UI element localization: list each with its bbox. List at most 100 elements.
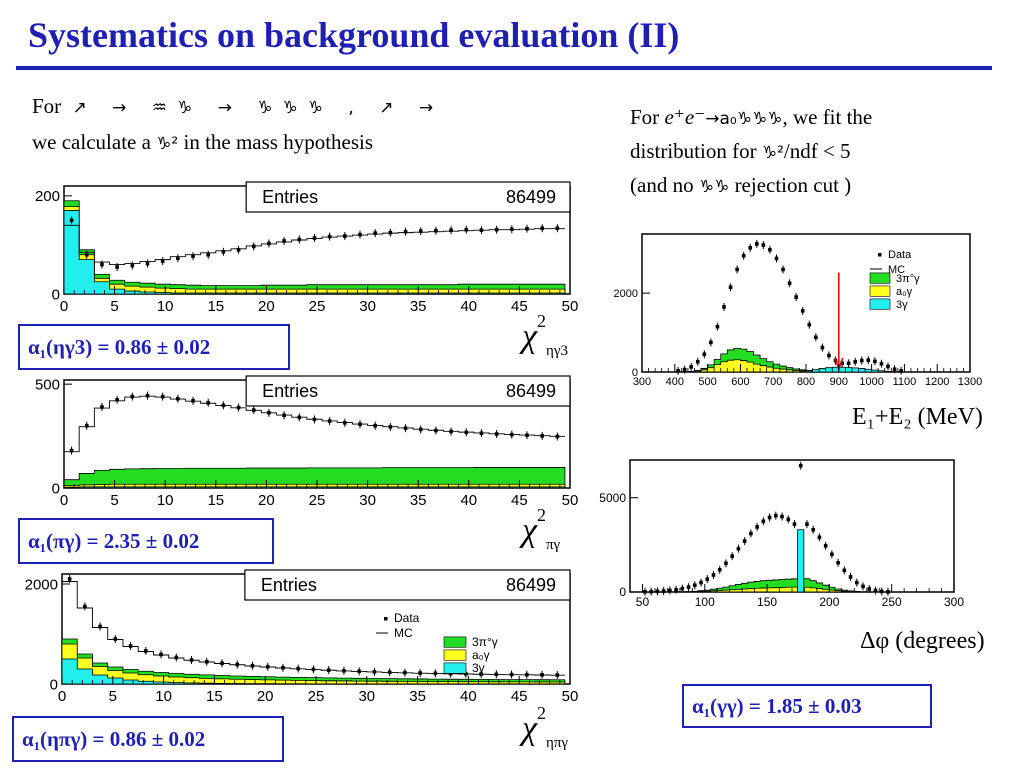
data-point xyxy=(859,358,864,363)
data-point xyxy=(84,423,89,428)
data-point xyxy=(464,227,469,232)
data-point xyxy=(130,263,135,268)
stats-entries-label: Entries xyxy=(261,575,317,595)
data-point xyxy=(509,672,514,677)
data-point xyxy=(434,428,438,433)
intro-prefix: For xyxy=(32,94,62,118)
data-point xyxy=(736,546,741,551)
deltaphi-axis-label: Δφ (degrees) xyxy=(860,628,985,654)
data-point xyxy=(191,398,195,403)
legend-data-label: Data xyxy=(888,249,912,261)
result-gammagamma: α₁(γγ) = 1.85 ± 0.03 xyxy=(682,684,932,728)
x-tick-label: 25 xyxy=(308,688,325,705)
data-point xyxy=(464,672,468,676)
data-point xyxy=(311,667,316,672)
data-point xyxy=(886,590,890,594)
data-point xyxy=(251,408,256,412)
x-tick-label: 20 xyxy=(258,492,275,509)
data-point xyxy=(449,228,453,232)
data-point xyxy=(555,434,560,439)
data-point xyxy=(867,587,872,591)
data-point xyxy=(145,393,150,398)
x-tick-label: 700 xyxy=(764,376,782,388)
y-tick-label: 200 xyxy=(35,188,60,205)
data-point xyxy=(761,519,766,524)
data-point xyxy=(235,662,240,667)
data-point xyxy=(823,544,828,548)
right-cut-end: rejection cut ) xyxy=(729,173,852,197)
legend-bg2-label: a₀γ xyxy=(472,648,490,662)
legend-bg3-swatch xyxy=(869,298,891,310)
stats-box xyxy=(245,375,571,407)
right-line-1: For e⁺e⁻→a₀♑♑♑, we fit the xyxy=(630,105,872,130)
delta-phi-histogram: 50 100 150 200 250 300 0 5000 xyxy=(599,459,964,609)
y-tick-label: 2000 xyxy=(614,288,638,300)
data-point xyxy=(358,422,362,427)
x-tick-label: 30 xyxy=(359,492,376,509)
x-tick-label: 500 xyxy=(698,376,716,388)
intro-calc-text: we calculate a xyxy=(32,130,157,154)
legend-data-marker xyxy=(384,617,388,621)
data-point xyxy=(827,353,831,358)
data-point xyxy=(479,228,484,232)
x-tick-label: 0 xyxy=(60,492,68,509)
data-point xyxy=(510,432,514,437)
data-point xyxy=(115,265,119,269)
data-point xyxy=(342,668,346,673)
x-tick-label: 100 xyxy=(695,595,715,609)
x-tick-label: 30 xyxy=(358,688,375,705)
legend-bg3-label: 3γ xyxy=(472,661,485,675)
data-point xyxy=(83,604,87,609)
data-point xyxy=(781,267,785,272)
data-point xyxy=(372,670,377,674)
data-point xyxy=(866,358,871,362)
data-point xyxy=(160,394,165,399)
y-tick-label: 0 xyxy=(52,286,60,303)
data-point xyxy=(358,232,362,237)
data-point xyxy=(176,396,180,401)
data-point xyxy=(418,427,423,432)
data-point xyxy=(464,430,469,435)
data-point xyxy=(741,253,746,258)
right-ee: e⁺e⁻ xyxy=(664,105,706,129)
x-tick-label: 0 xyxy=(60,298,68,315)
x-tick-label: 10 xyxy=(155,688,172,705)
data-point xyxy=(326,668,331,672)
data-point xyxy=(189,658,194,662)
energy-axis-label: E₁+E₂ (MeV) xyxy=(852,404,983,430)
data-point xyxy=(728,285,733,290)
data-point xyxy=(873,588,878,593)
data-point xyxy=(855,580,859,585)
data-point xyxy=(724,561,728,566)
data-point xyxy=(297,237,302,242)
x-tick-label: 35 xyxy=(409,688,426,705)
chi2-etapigamma-histogram: 0 5 10 15 20 25 30 35 40 45 50 0 2000 Entries 86499 Dat… xyxy=(25,569,579,705)
chi2-label-2: χ2πγ xyxy=(522,504,561,553)
data-point xyxy=(755,242,759,246)
data-point xyxy=(820,345,825,350)
data-point xyxy=(686,585,691,589)
data-point xyxy=(69,448,74,453)
legend-bg2-swatch xyxy=(443,649,467,661)
histogram-bg1 xyxy=(63,467,566,489)
x-tick-label: 50 xyxy=(562,688,579,705)
x-tick-label: 10 xyxy=(157,298,174,315)
result-pigamma: α₁(πγ) = 2.35 ± 0.02 xyxy=(18,518,274,564)
right-line-3: (and no ♑♑ rejection cut ) xyxy=(630,173,851,198)
data-point xyxy=(100,405,104,409)
data-point xyxy=(494,672,499,677)
data-point xyxy=(206,252,211,257)
data-point xyxy=(555,673,560,677)
data-point xyxy=(191,254,195,258)
data-point xyxy=(128,644,133,648)
data-point xyxy=(814,335,818,340)
data-point xyxy=(742,539,747,543)
data-point xyxy=(510,227,514,231)
legend-data-marker xyxy=(878,253,882,257)
data-point xyxy=(267,241,271,246)
data-point xyxy=(794,295,798,299)
stats-entries-value: 86499 xyxy=(506,575,556,595)
legend-bg1-swatch xyxy=(869,272,891,284)
stats-entries-value: 86499 xyxy=(506,381,556,401)
plot-frame xyxy=(641,233,971,373)
